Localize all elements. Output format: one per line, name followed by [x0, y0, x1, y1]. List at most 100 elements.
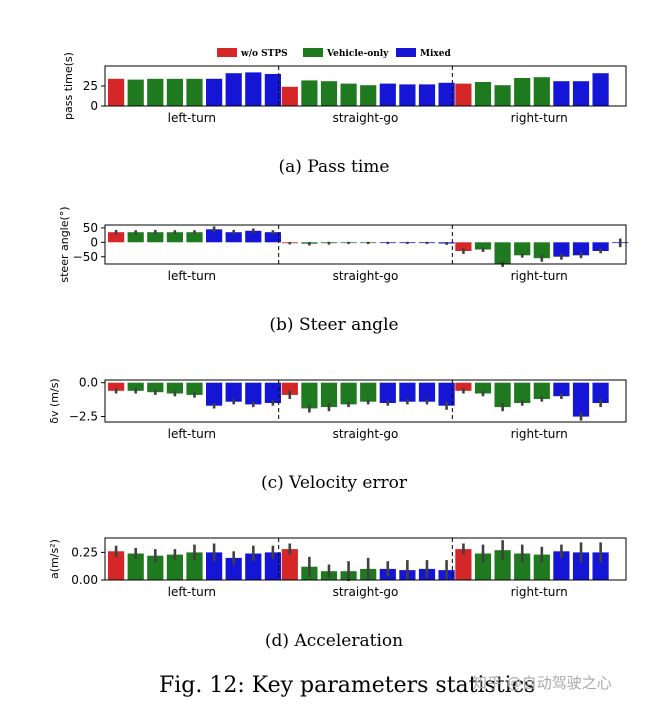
bar	[474, 82, 492, 106]
group-label: right-turn	[511, 111, 568, 125]
bar	[340, 382, 357, 405]
bar	[147, 232, 164, 243]
bar	[592, 382, 609, 403]
bar	[281, 549, 298, 580]
legend: w/o STPS Vehicle-only Mixed	[217, 48, 451, 59]
bar	[514, 242, 531, 256]
bar	[399, 382, 416, 402]
watermark: 知乎 @自动驾驶之心	[472, 674, 612, 692]
group-label: right-turn	[511, 269, 568, 283]
bar	[592, 73, 609, 106]
bar	[553, 551, 570, 580]
bar	[281, 86, 298, 106]
bar	[127, 232, 144, 243]
figure-caption: Fig. 12: Key parameters statistics	[159, 673, 535, 698]
bar	[186, 78, 203, 106]
legend-swatch	[303, 48, 323, 57]
bar	[264, 232, 281, 243]
bar	[264, 74, 281, 106]
bar	[514, 78, 531, 106]
bar	[166, 232, 183, 243]
panels: 0 25 pass time(s) left-turn straight-go right…	[48, 52, 629, 651]
panel-1: 0 25 pass time(s) left-turn straight-go right…	[62, 52, 627, 177]
bar	[108, 382, 125, 391]
y-axis-label: pass time(s)	[62, 52, 75, 120]
bar	[186, 552, 203, 580]
legend-label: w/o STPS	[240, 49, 288, 59]
bar	[281, 382, 298, 395]
y-tick-label: 0	[90, 235, 98, 249]
bar	[455, 242, 472, 251]
bar	[264, 382, 281, 403]
bar	[320, 81, 338, 106]
bar	[533, 242, 550, 259]
y-tick-label: −2.5	[69, 410, 98, 424]
bar	[108, 232, 125, 243]
bar	[399, 84, 416, 106]
bar	[340, 83, 357, 106]
bar	[245, 72, 262, 106]
bar	[225, 232, 242, 243]
bar	[206, 229, 223, 243]
y-tick-label: 50	[83, 221, 98, 235]
axes-frame	[104, 537, 627, 581]
group-label: left-turn	[168, 427, 216, 441]
y-tick-label: 0.0	[79, 376, 98, 390]
group-label: right-turn	[511, 585, 568, 599]
legend-label: Vehicle-only	[326, 49, 389, 59]
panel-caption: (d) Acceleration	[265, 631, 403, 651]
bar	[533, 554, 550, 580]
bar	[514, 382, 531, 403]
bar	[533, 382, 550, 399]
bar	[225, 382, 242, 402]
y-tick-label: −50	[73, 250, 98, 264]
bar	[455, 382, 472, 391]
bar	[147, 382, 164, 393]
bar	[301, 382, 318, 409]
bar	[186, 232, 203, 243]
bar	[320, 382, 338, 408]
bar	[553, 382, 570, 397]
bar	[206, 78, 223, 106]
bar	[494, 85, 511, 106]
bar	[127, 79, 144, 106]
group-label: straight-go	[333, 269, 399, 283]
group-label: left-turn	[168, 269, 216, 283]
bar	[474, 553, 492, 580]
y-tick-label: 0.25	[71, 545, 98, 559]
bar	[418, 84, 436, 106]
bar	[245, 230, 262, 243]
y-tick-label: 25	[83, 79, 98, 93]
bar	[438, 382, 455, 406]
panel-3: 0.0 −2.5 δv (m/s) left-turn straight-go right…	[48, 376, 627, 493]
bar	[147, 78, 164, 106]
bar	[438, 82, 455, 106]
bar	[127, 553, 144, 580]
bar	[572, 552, 590, 580]
bar	[379, 382, 396, 403]
bar	[245, 382, 262, 405]
bar	[592, 242, 609, 251]
y-axis-label: a(m/s²)	[48, 539, 61, 579]
bar	[455, 83, 472, 106]
group-label: left-turn	[168, 111, 216, 125]
bar	[108, 78, 125, 106]
bar	[166, 382, 183, 394]
bar	[455, 549, 472, 580]
bar	[225, 557, 242, 580]
bar	[533, 77, 550, 106]
bar	[108, 551, 125, 580]
bar	[360, 85, 377, 106]
bar	[514, 553, 531, 580]
axes-frame	[104, 224, 627, 265]
panel-4: 0.00 0.25 a(m/s²) left-turn straight-go right…	[48, 537, 627, 651]
bar	[245, 553, 262, 580]
bar	[301, 80, 318, 106]
bar	[494, 242, 511, 264]
bar	[494, 550, 511, 580]
panel-caption: (a) Pass time	[279, 157, 390, 177]
legend-label: Mixed	[420, 49, 451, 59]
bar	[264, 552, 281, 580]
y-axis-label: steer angle(°)	[58, 206, 71, 282]
